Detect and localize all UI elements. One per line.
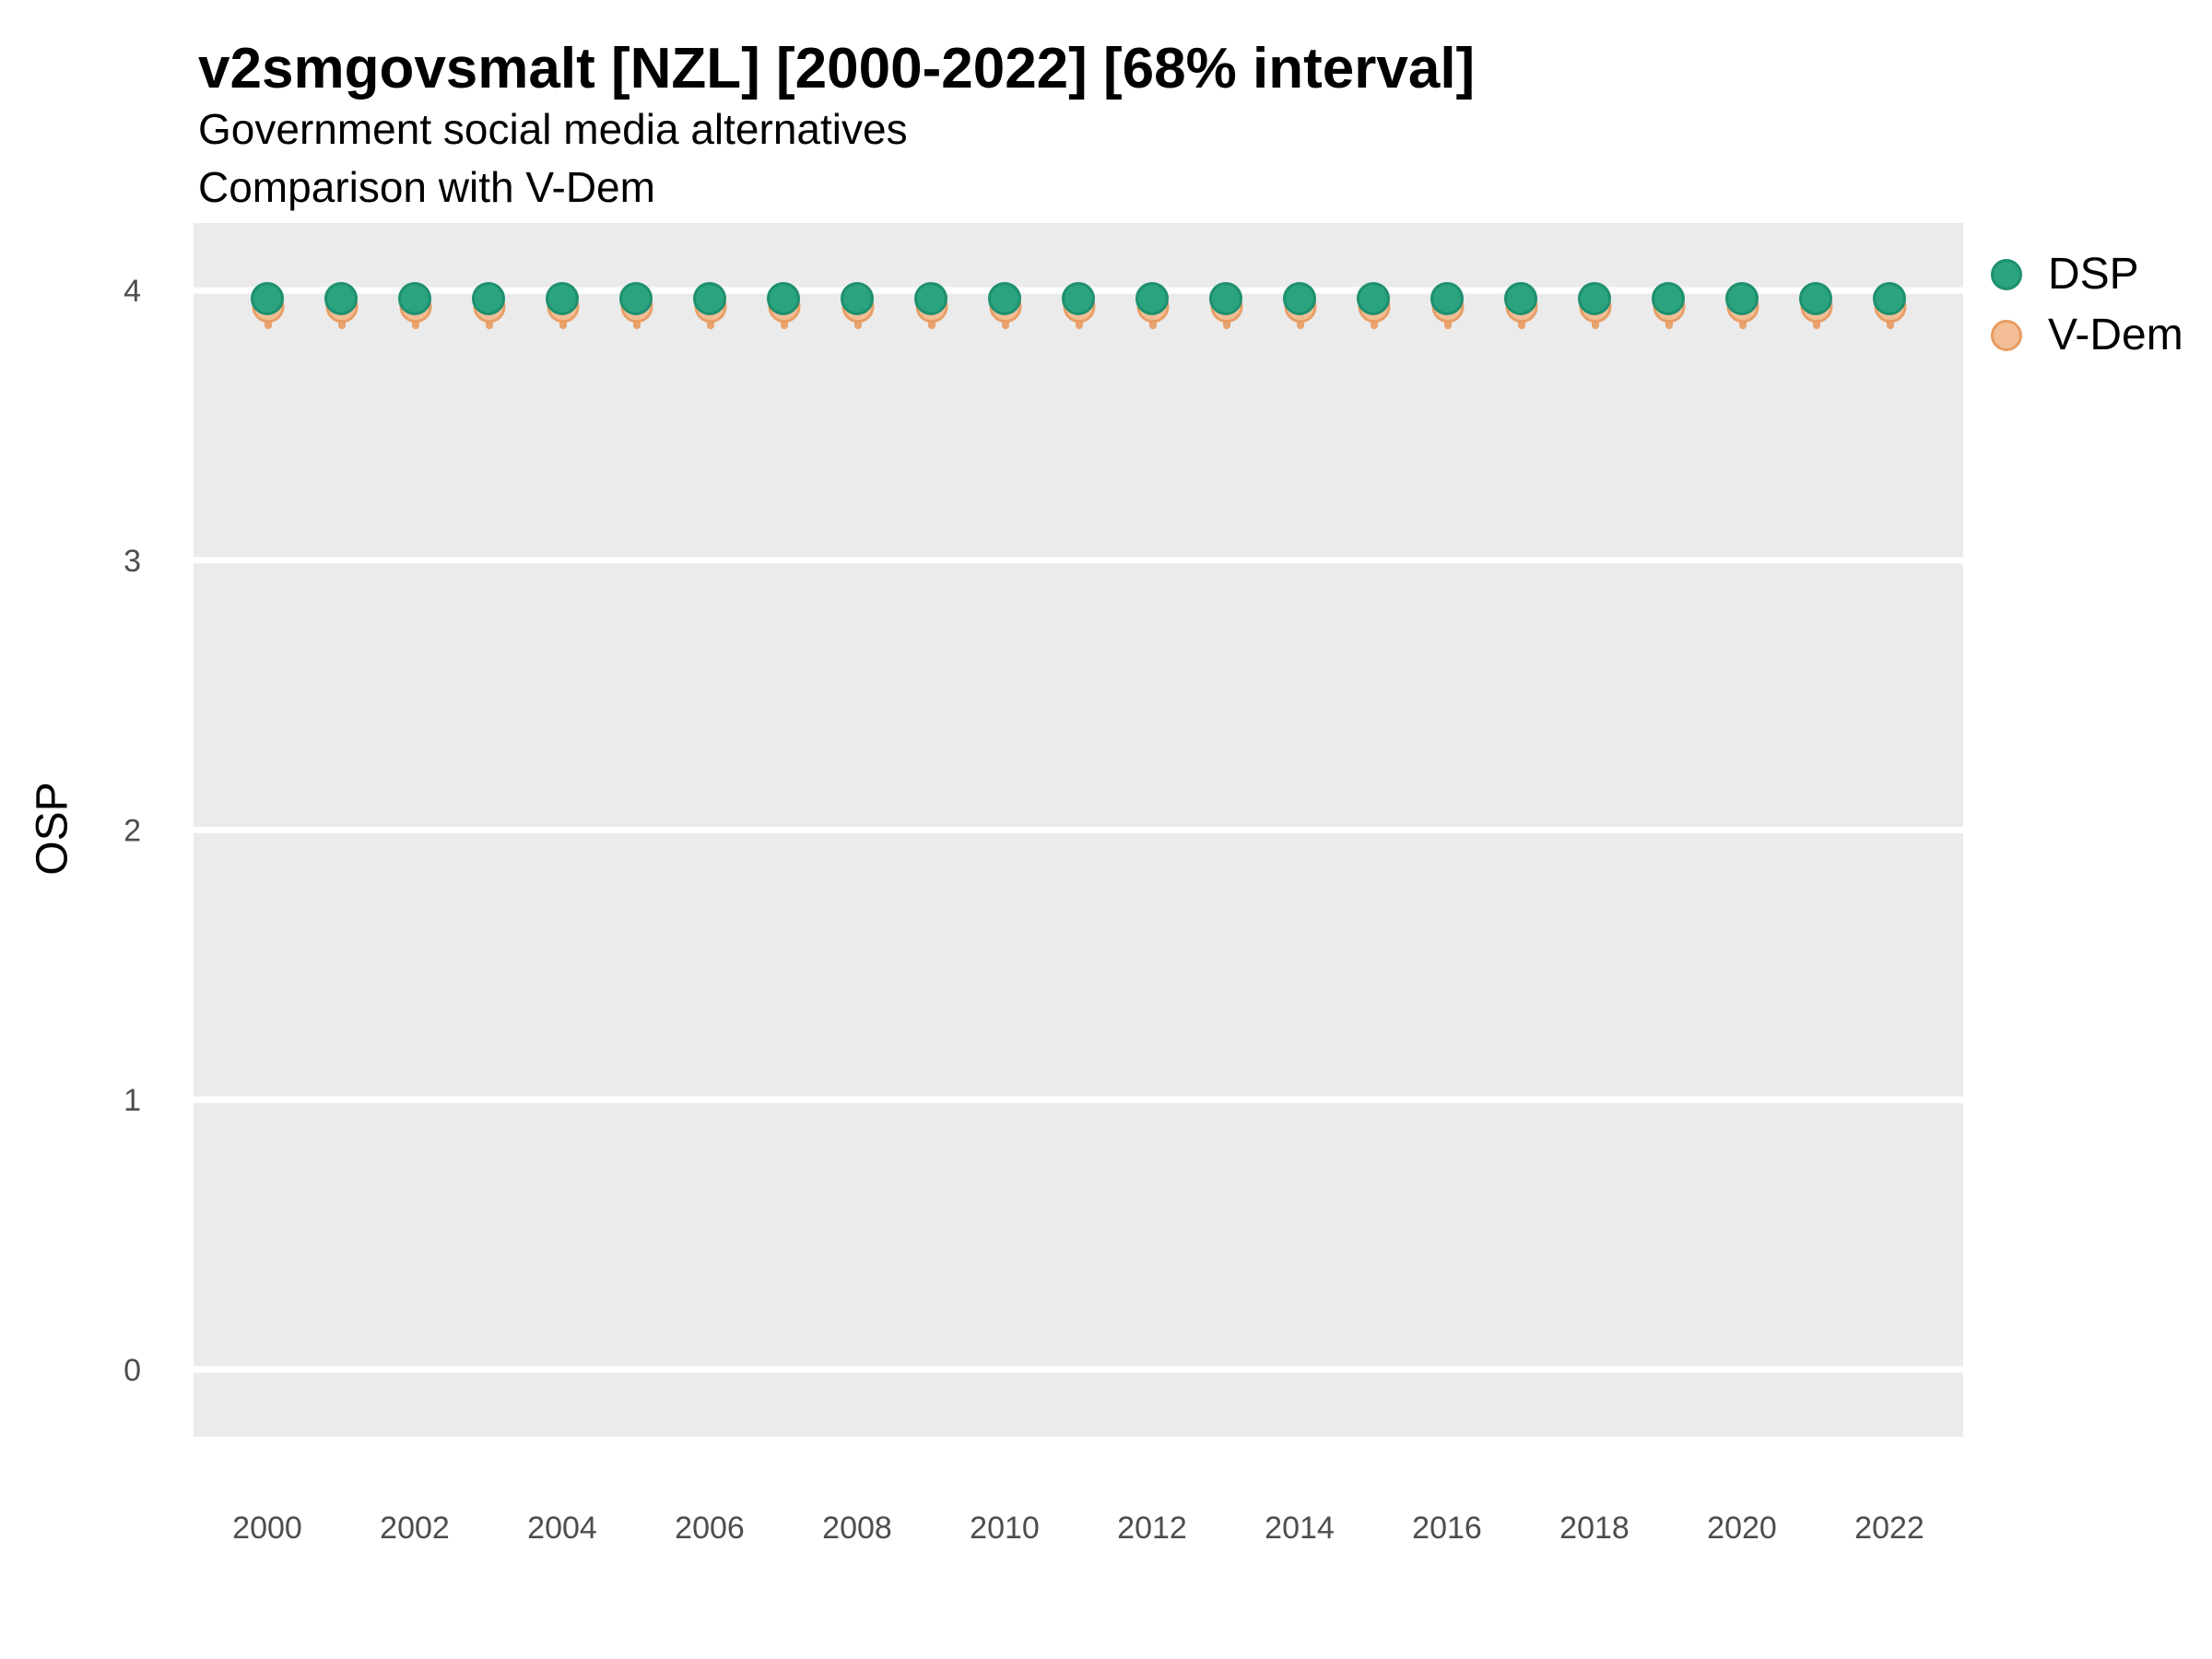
- data-point-dsp: [1283, 281, 1316, 315]
- data-point-dsp: [1062, 281, 1095, 315]
- legend-marker-dsp: [1991, 259, 2022, 291]
- chart-subtitle-line1: Government social media alternatives: [198, 105, 908, 153]
- y-tick-label: 0: [124, 1353, 141, 1388]
- y-tick-label: 1: [124, 1083, 141, 1118]
- y-axis-tick-labels: 0 1 2 3 4: [124, 274, 141, 1388]
- data-point-dsp: [914, 281, 947, 315]
- data-point-dsp: [841, 281, 874, 315]
- legend-label-dsp: DSP: [2048, 250, 2139, 299]
- data-point-dsp: [1799, 281, 1832, 315]
- data-point-dsp: [472, 281, 505, 315]
- legend: DSP V-Dem: [1991, 250, 2183, 360]
- x-tick-label: 2016: [1412, 1511, 1482, 1546]
- x-tick-label: 2004: [527, 1511, 597, 1546]
- data-point-dsp: [398, 281, 431, 315]
- data-point-dsp: [767, 281, 800, 315]
- x-tick-label: 2010: [970, 1511, 1040, 1546]
- legend-item-v-dem: V-Dem: [1991, 310, 2183, 360]
- data-point-dsp: [988, 281, 1021, 315]
- data-point-dsp: [693, 281, 726, 315]
- x-tick-label: 2000: [232, 1511, 302, 1546]
- data-point-dsp: [324, 281, 358, 315]
- data-point-dsp: [1725, 281, 1759, 315]
- data-point-dsp: [1209, 281, 1242, 315]
- data-point-dsp: [1430, 281, 1464, 315]
- legend-marker-v-dem: [1991, 320, 2022, 352]
- data-point-dsp: [546, 281, 579, 315]
- x-axis-tick-labels: 2000 2002 2004 2006 2008 2010 2012 2014 2016 2018…: [232, 1511, 1924, 1546]
- x-tick-label: 2018: [1559, 1511, 1630, 1546]
- x-tick-label: 2020: [1707, 1511, 1777, 1546]
- data-point-dsp: [1873, 281, 1906, 315]
- y-tick-label: 3: [124, 544, 141, 579]
- data-points: [251, 281, 1907, 330]
- x-tick-label: 2006: [675, 1511, 745, 1546]
- data-point-dsp: [1135, 281, 1169, 315]
- data-point-dsp: [1578, 281, 1611, 315]
- x-tick-label: 2002: [380, 1511, 450, 1546]
- legend-label-v-dem: V-Dem: [2048, 310, 2183, 359]
- chart-subtitle-line2: Comparison with V-Dem: [198, 163, 655, 211]
- x-tick-label: 2008: [822, 1511, 892, 1546]
- x-tick-label: 2012: [1117, 1511, 1187, 1546]
- data-point-dsp: [251, 281, 284, 315]
- x-tick-label: 2014: [1265, 1511, 1335, 1546]
- data-point-dsp: [619, 281, 653, 315]
- data-point-dsp: [1652, 281, 1685, 315]
- y-tick-label: 4: [124, 274, 141, 309]
- chart-title: v2smgovsmalt [NZL] [2000-2022] [68% inte…: [198, 37, 1476, 100]
- data-point-dsp: [1504, 281, 1537, 315]
- y-tick-label: 2: [124, 814, 141, 849]
- legend-item-dsp: DSP: [1991, 250, 2183, 300]
- data-point-dsp: [1357, 281, 1390, 315]
- x-tick-label: 2022: [1854, 1511, 1924, 1546]
